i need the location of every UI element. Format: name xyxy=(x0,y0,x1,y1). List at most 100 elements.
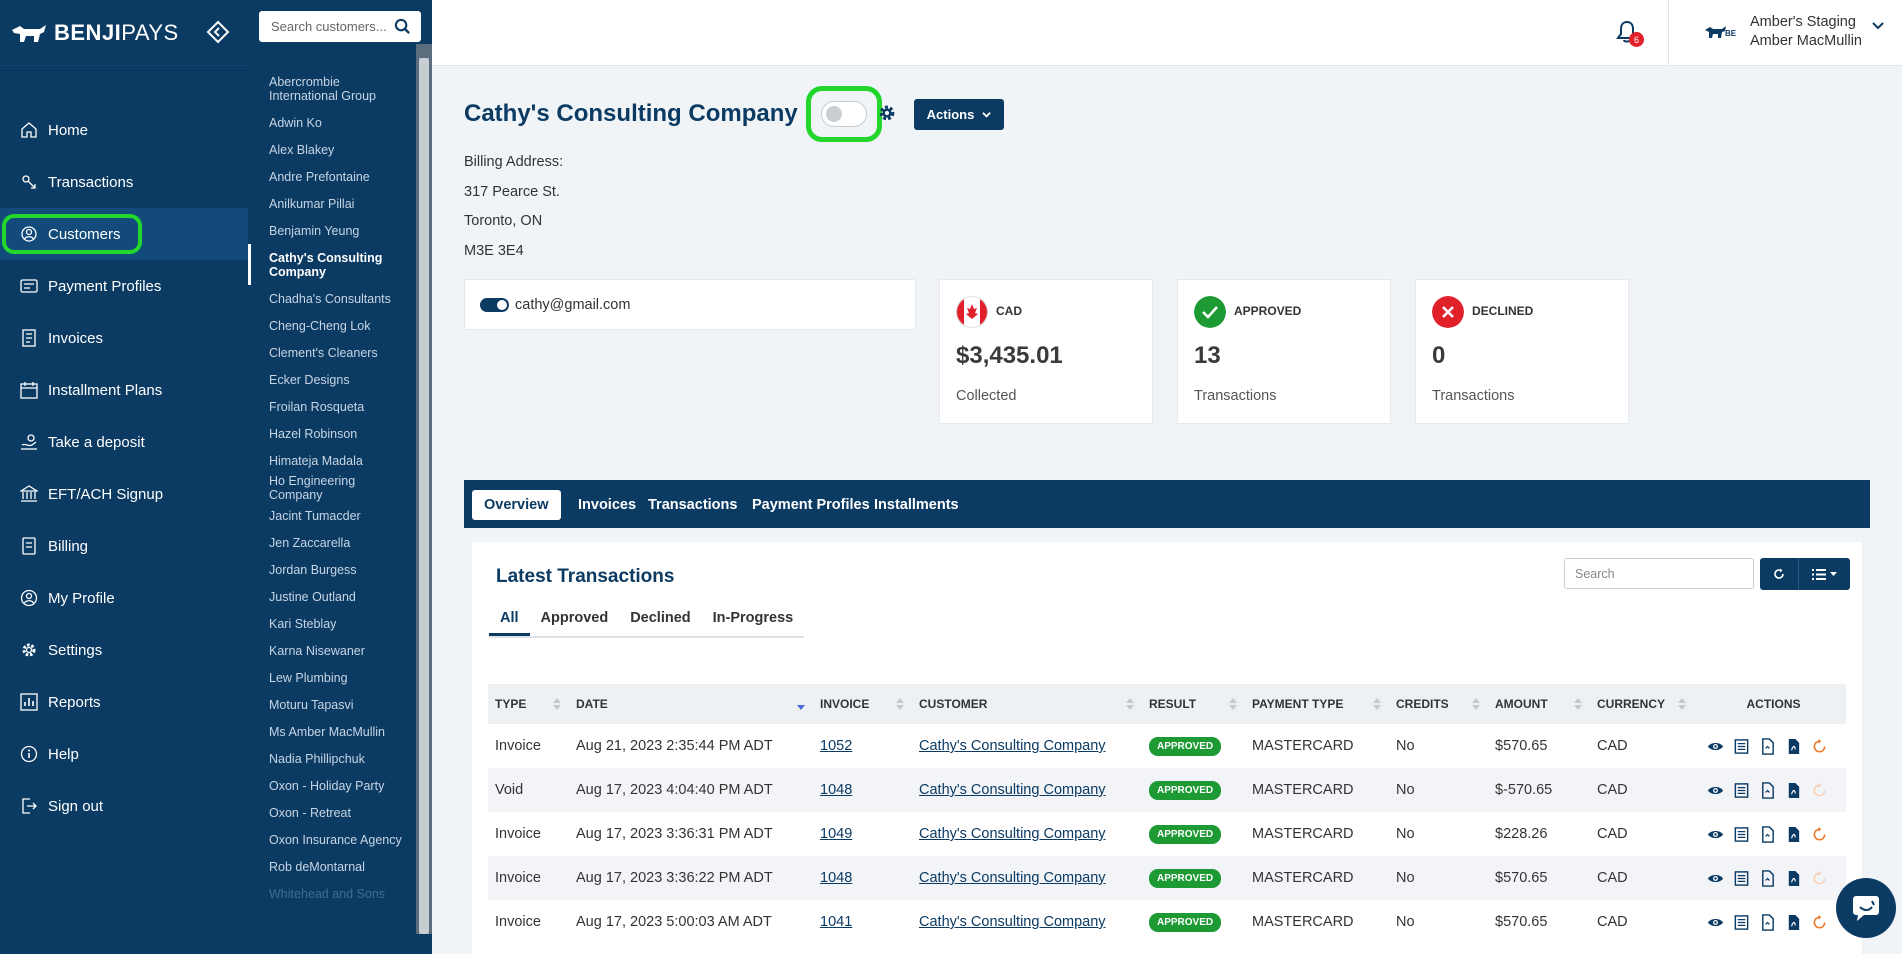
table-row[interactable]: Void Aug 17, 2023 4:04:40 PM ADT 1048 Ca… xyxy=(488,768,1846,812)
customer-search-input[interactable]: Search customers... xyxy=(259,11,421,42)
customer-list-item[interactable]: Oxon - Retreat xyxy=(269,805,351,820)
tab-payment-profiles[interactable]: Payment Profiles xyxy=(752,497,870,513)
table-row[interactable]: Invoice Aug 21, 2023 2:35:44 PM ADT 1052… xyxy=(488,724,1846,768)
nav-item-settings[interactable]: Settings xyxy=(0,624,248,676)
customer-list-item[interactable]: Ecker Designs xyxy=(269,372,350,387)
refresh-button[interactable] xyxy=(1760,558,1798,590)
nav-item-my-profile[interactable]: My Profile xyxy=(0,572,248,624)
email-toggle[interactable] xyxy=(480,297,509,312)
view-icon[interactable] xyxy=(1707,782,1724,799)
customer-list-item[interactable]: Andre Prefontaine xyxy=(269,169,370,184)
filter-declined[interactable]: Declined xyxy=(630,610,691,626)
pdf-icon[interactable] xyxy=(1785,870,1802,887)
customer-list-item[interactable]: Whitehead and Sons xyxy=(269,886,386,901)
actions-button[interactable]: Actions xyxy=(914,99,1004,130)
nav-item-help[interactable]: Help xyxy=(0,728,248,780)
filter-all[interactable]: All xyxy=(489,606,530,636)
chat-support-button[interactable] xyxy=(1836,878,1896,938)
customer-active-toggle[interactable] xyxy=(821,101,867,127)
nav-item-payment-profiles[interactable]: Payment Profiles xyxy=(0,260,248,312)
column-header-result[interactable]: RESULT xyxy=(1142,684,1245,724)
brand-logo[interactable]: BENJIPAYS xyxy=(0,0,248,66)
column-header-customer[interactable]: CUSTOMER xyxy=(912,684,1142,724)
customer-link[interactable]: Cathy's Consulting Company xyxy=(919,870,1106,886)
customer-list-item[interactable]: Jen Zaccarella xyxy=(269,535,351,550)
gear-icon[interactable] xyxy=(876,102,898,124)
customer-link[interactable]: Cathy's Consulting Company xyxy=(919,738,1106,754)
view-icon[interactable] xyxy=(1707,738,1724,755)
customer-list-item[interactable]: Clement's Cleaners xyxy=(269,345,378,360)
customer-list-item[interactable]: Himateja Madala xyxy=(269,453,363,468)
collapse-sidebar-icon[interactable] xyxy=(206,20,230,44)
invoice-link[interactable]: 1048 xyxy=(820,870,853,886)
customer-list-item[interactable]: Nadia Phillipchuk xyxy=(269,751,365,766)
search-icon[interactable] xyxy=(394,18,411,35)
customer-list-item[interactable]: Ho Engineering Company xyxy=(269,474,356,502)
pdf-icon[interactable] xyxy=(1785,914,1802,931)
customer-list-item[interactable]: Jordan Burgess xyxy=(269,562,357,577)
filter-in-progress[interactable]: In-Progress xyxy=(712,610,794,626)
view-icon[interactable] xyxy=(1707,914,1724,931)
tab-transactions[interactable]: Transactions xyxy=(648,497,738,513)
invoice-link[interactable]: 1048 xyxy=(820,782,853,798)
customer-list-item[interactable]: Rob deMontarnal xyxy=(269,859,365,874)
customer-list-item[interactable]: Anilkumar Pillai xyxy=(269,196,355,211)
refund-icon[interactable] xyxy=(1811,914,1828,931)
nav-item-transactions[interactable]: Transactions xyxy=(0,156,248,208)
document-icon[interactable] xyxy=(1759,825,1776,843)
customer-list-item[interactable]: Alex Blakey xyxy=(269,142,335,157)
notifications-button[interactable]: 6 xyxy=(1616,20,1644,47)
customer-list-item[interactable]: Benjamin Yeung xyxy=(269,223,360,238)
nav-item-installment-plans[interactable]: Installment Plans xyxy=(0,364,248,416)
customer-list-item[interactable]: Oxon Insurance Agency xyxy=(269,832,402,847)
customer-list-item[interactable]: Cathy's Consulting Company xyxy=(248,244,416,285)
customer-list-item[interactable]: Chadha's Consultants xyxy=(269,291,391,306)
nav-item-reports[interactable]: Reports xyxy=(0,676,248,728)
table-row[interactable]: Invoice Aug 17, 2023 5:00:03 AM ADT 1041… xyxy=(488,900,1846,944)
customer-list-item[interactable]: Hazel Robinson xyxy=(269,426,358,441)
receipt-icon[interactable] xyxy=(1733,782,1750,799)
invoice-link[interactable]: 1049 xyxy=(820,826,853,842)
nav-item-billing[interactable]: Billing xyxy=(0,520,248,572)
customer-list-item[interactable]: Kari Steblay xyxy=(269,616,337,631)
view-icon[interactable] xyxy=(1707,826,1724,843)
customer-link[interactable]: Cathy's Consulting Company xyxy=(919,914,1106,930)
customer-list-item[interactable]: Justine Outland xyxy=(269,589,356,604)
nav-item-sign-out[interactable]: Sign out xyxy=(0,780,248,832)
column-header-amount[interactable]: AMOUNT xyxy=(1488,684,1590,724)
pdf-icon[interactable] xyxy=(1785,782,1802,799)
customer-list-item[interactable]: Karna Nisewaner xyxy=(269,643,365,658)
document-icon[interactable] xyxy=(1759,737,1776,755)
pdf-icon[interactable] xyxy=(1785,826,1802,843)
column-header-currency[interactable]: CURRENCY xyxy=(1590,684,1694,724)
pdf-icon[interactable] xyxy=(1785,738,1802,755)
nav-item-invoices[interactable]: Invoices xyxy=(0,312,248,364)
document-icon[interactable] xyxy=(1759,781,1776,799)
customer-list-item[interactable]: Cheng-Cheng Lok xyxy=(269,318,371,333)
document-icon[interactable] xyxy=(1759,913,1776,931)
refund-icon[interactable] xyxy=(1811,738,1828,755)
customer-list-item[interactable]: Froilan Rosqueta xyxy=(269,399,365,414)
column-header-type[interactable]: TYPE xyxy=(488,684,569,724)
chevron-down-icon[interactable] xyxy=(1872,20,1884,32)
customer-list-item[interactable]: Abercrombie International Group xyxy=(269,74,377,103)
nav-item-eft-ach-signup[interactable]: EFT/ACH Signup xyxy=(0,468,248,520)
columns-button[interactable] xyxy=(1798,558,1850,590)
nav-item-customers[interactable]: Customers xyxy=(0,208,248,260)
column-header-payment-type[interactable]: PAYMENT TYPE xyxy=(1245,684,1389,724)
scrollbar-thumb[interactable] xyxy=(419,58,429,934)
customer-list-item[interactable]: Ms Amber MacMullin xyxy=(269,724,385,739)
column-header-actions[interactable]: ACTIONS xyxy=(1694,684,1846,724)
tab-installments[interactable]: Installments xyxy=(874,497,959,513)
customer-list-item[interactable]: Moturu Tapasvi xyxy=(269,697,354,712)
customer-link[interactable]: Cathy's Consulting Company xyxy=(919,782,1106,798)
transactions-search-input[interactable]: Search xyxy=(1564,558,1754,589)
customer-list-item[interactable]: Oxon - Holiday Party xyxy=(269,778,385,793)
filter-approved[interactable]: Approved xyxy=(540,610,609,626)
column-header-credits[interactable]: CREDITS xyxy=(1389,684,1488,724)
account-user[interactable]: Amber MacMullin xyxy=(1750,33,1862,49)
table-row[interactable]: Invoice Aug 17, 2023 3:36:31 PM ADT 1049… xyxy=(488,812,1846,856)
nav-item-take-a-deposit[interactable]: Take a deposit xyxy=(0,416,248,468)
tab-overview[interactable]: Overview xyxy=(472,490,561,520)
account-name[interactable]: Amber's Staging xyxy=(1750,14,1856,30)
